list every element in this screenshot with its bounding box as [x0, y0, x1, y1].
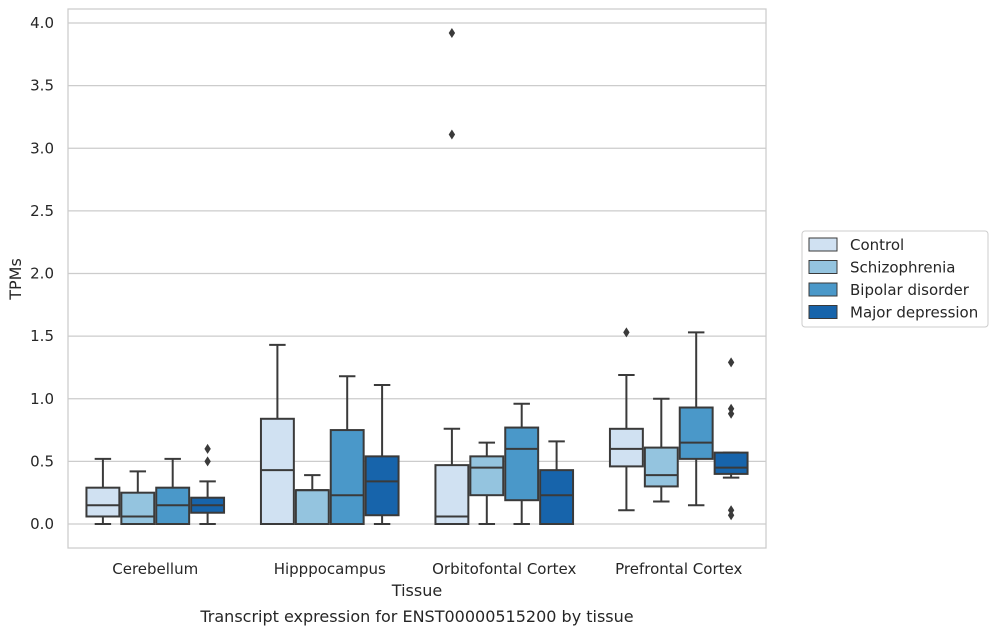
- legend-items: Control Schizophrenia Bipolar disorder Majo…: [808, 236, 978, 322]
- box-iqr: [329, 429, 365, 525]
- box-iqr: [713, 451, 749, 475]
- x-tick-label: Cerebellum: [112, 560, 198, 578]
- box-iqr: [120, 491, 156, 525]
- outlier-marker: [623, 327, 630, 338]
- legend: Control Schizophrenia Bipolar disorder Majo…: [801, 230, 989, 328]
- outlier-marker: [204, 456, 211, 467]
- legend-label: Major depression: [850, 304, 978, 322]
- category-group: [259, 343, 400, 526]
- x-tick-labels: Cerebellum Hipppocampus Orbitofontal Corte…: [112, 560, 742, 578]
- outlier-marker: [727, 403, 735, 414]
- outlier-marker: [727, 505, 735, 516]
- y-axis-title: TPMs: [6, 258, 25, 301]
- box-iqr: [539, 469, 575, 525]
- y-tick-label: 3.5: [30, 77, 54, 95]
- chart-title: Transcript expression for ENST0000051520…: [199, 607, 633, 626]
- outlier-marker: [727, 408, 735, 419]
- outlier-marker: [448, 28, 456, 39]
- category-group: [85, 443, 226, 525]
- category-group: [608, 327, 749, 521]
- y-tick-label: 1.0: [30, 390, 54, 408]
- x-tick-label: Prefrontal Cortex: [615, 560, 742, 578]
- x-axis-title: Tissue: [391, 581, 442, 600]
- box-groups: [85, 28, 749, 526]
- grid-lines: [68, 22, 766, 525]
- box-iqr: [469, 455, 505, 497]
- y-tick-label: 0.0: [30, 515, 54, 533]
- box-iqr: [643, 446, 679, 488]
- outlier-marker: [727, 357, 735, 368]
- category-group: [434, 28, 575, 526]
- box-iqr: [434, 464, 470, 526]
- outlier-marker: [448, 129, 456, 140]
- plot-frame: [67, 8, 767, 549]
- outlier-marker: [727, 510, 735, 521]
- x-tick-label: Orbitofontal Cortex: [432, 560, 576, 578]
- y-tick-label: 4.0: [30, 14, 54, 32]
- box-iqr: [364, 455, 400, 517]
- legend-frame: [801, 230, 989, 328]
- legend-label: Control: [850, 236, 904, 254]
- legend-swatch: [808, 305, 838, 319]
- outlier-marker: [204, 443, 211, 454]
- legend-label: Schizophrenia: [850, 259, 955, 277]
- box-iqr: [294, 489, 330, 525]
- legend-label: Bipolar disorder: [850, 281, 970, 299]
- y-tick-label: 3.0: [30, 139, 54, 157]
- x-tick-label: Hipppocampus: [274, 560, 386, 578]
- box-iqr: [259, 417, 295, 526]
- box-iqr: [85, 486, 121, 518]
- y-tick-label: 2.5: [30, 202, 54, 220]
- legend-swatch: [808, 260, 838, 274]
- legend-swatch: [808, 282, 838, 297]
- box-iqr: [678, 406, 714, 460]
- box-iqr: [504, 426, 540, 502]
- y-tick-label: 1.5: [30, 327, 54, 345]
- y-tick-label: 2.0: [30, 265, 54, 283]
- legend-swatch: [808, 237, 838, 252]
- box-iqr: [608, 427, 644, 468]
- y-tick-labels: 0.0 0.5 1.0 1.5 2.0 2.5 3.0 3.5 4.0: [30, 14, 54, 533]
- y-tick-label: 0.5: [30, 452, 54, 470]
